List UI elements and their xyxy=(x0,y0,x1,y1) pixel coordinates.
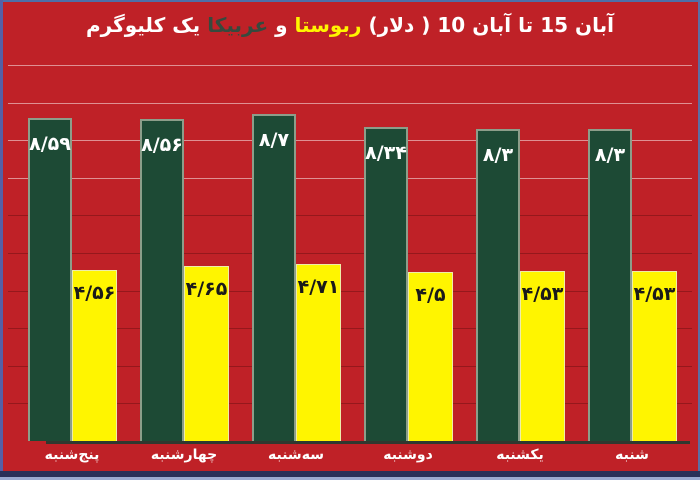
x-axis-line xyxy=(46,441,690,444)
x-axis-label-3: دوشنبه xyxy=(383,447,433,463)
gridline-7 xyxy=(8,177,692,179)
window-border-top xyxy=(0,0,700,2)
bar-value-label: ۴/۵۶ xyxy=(73,281,116,304)
arabica-bar-3: ۸/۳۴ xyxy=(364,127,408,441)
x-axis-label-2: سه‌شنبه xyxy=(268,447,324,463)
bar-value-label: ۸/۳۴ xyxy=(365,142,407,165)
bar-value-label: ۸/۵۶ xyxy=(141,134,183,157)
robusta-bar-5: ۴/۵۳ xyxy=(632,270,677,441)
title-segment-1: عربیکا xyxy=(207,13,269,37)
x-axis-label-4: یکشنبه xyxy=(496,447,544,463)
arabica-bar-2: ۸/۷ xyxy=(252,113,296,441)
title-segment-6: آبان xyxy=(472,13,512,37)
x-axis-label-0: پنج‌شنبه xyxy=(44,447,100,463)
arabica-bar-0: ۸/۵۹ xyxy=(28,118,72,441)
arabica-bar-5: ۸/۳ xyxy=(588,128,632,441)
window-border-left xyxy=(0,0,3,480)
title-segment-2: و xyxy=(275,13,288,37)
bar-value-label: ۴/۵۳ xyxy=(521,282,564,305)
robusta-bar-4: ۴/۵۳ xyxy=(520,270,565,441)
robusta-bar-3: ۴/۵ xyxy=(408,271,453,441)
title-segment-8: 15 xyxy=(540,13,569,37)
gridline-5 xyxy=(8,253,692,254)
gridline-2 xyxy=(8,365,692,367)
bar-value-label: ۴/۵ xyxy=(415,283,446,306)
gridline-8 xyxy=(8,140,692,142)
gridline-6 xyxy=(8,215,692,217)
bar-value-label: ۸/۵۹ xyxy=(29,133,71,156)
gridline-3 xyxy=(8,328,692,330)
x-axis-label-1: چهارشنبه xyxy=(150,447,218,463)
bar-value-label: ۸/۳ xyxy=(482,143,514,166)
bar-value-label: ۴/۷۱ xyxy=(297,275,340,298)
window-border-bottom-highlight xyxy=(0,477,700,480)
gridline-1 xyxy=(8,403,692,405)
robusta-bar-0: ۴/۵۶ xyxy=(72,269,117,441)
title-segment-4: (دلار ) xyxy=(368,13,431,37)
window-border-bottom xyxy=(0,471,700,477)
arabica-bar-1: ۸/۵۶ xyxy=(140,119,184,441)
title-segment-3: ربوستا xyxy=(294,13,362,37)
x-axis-label-5: شنبه xyxy=(615,447,649,463)
gridline-9 xyxy=(8,102,692,104)
robusta-bar-2: ۴/۷۱ xyxy=(296,263,341,441)
title-segment-0: یک کلیوگرم xyxy=(86,13,201,37)
bar-value-label: ۸/۷ xyxy=(258,128,290,151)
arabica-bar-4: ۸/۳ xyxy=(476,128,520,441)
window-border-right xyxy=(698,0,700,480)
title-segment-5: 10 xyxy=(437,13,466,37)
bar-value-label: ۴/۵۳ xyxy=(633,282,676,305)
gridline-10 xyxy=(8,65,692,66)
bar-value-label: ۴/۶۵ xyxy=(185,278,228,301)
robusta-bar-1: ۴/۶۵ xyxy=(184,266,229,441)
chart-title: یک کلیوگرم عربیکا و ربوستا (دلار ) 10 آبان تا 15… xyxy=(0,13,700,37)
title-segment-9: آبان xyxy=(575,13,614,37)
title-segment-7: تا xyxy=(518,13,534,37)
gridline-4 xyxy=(8,290,692,292)
bar-value-label: ۸/۳ xyxy=(594,143,626,166)
